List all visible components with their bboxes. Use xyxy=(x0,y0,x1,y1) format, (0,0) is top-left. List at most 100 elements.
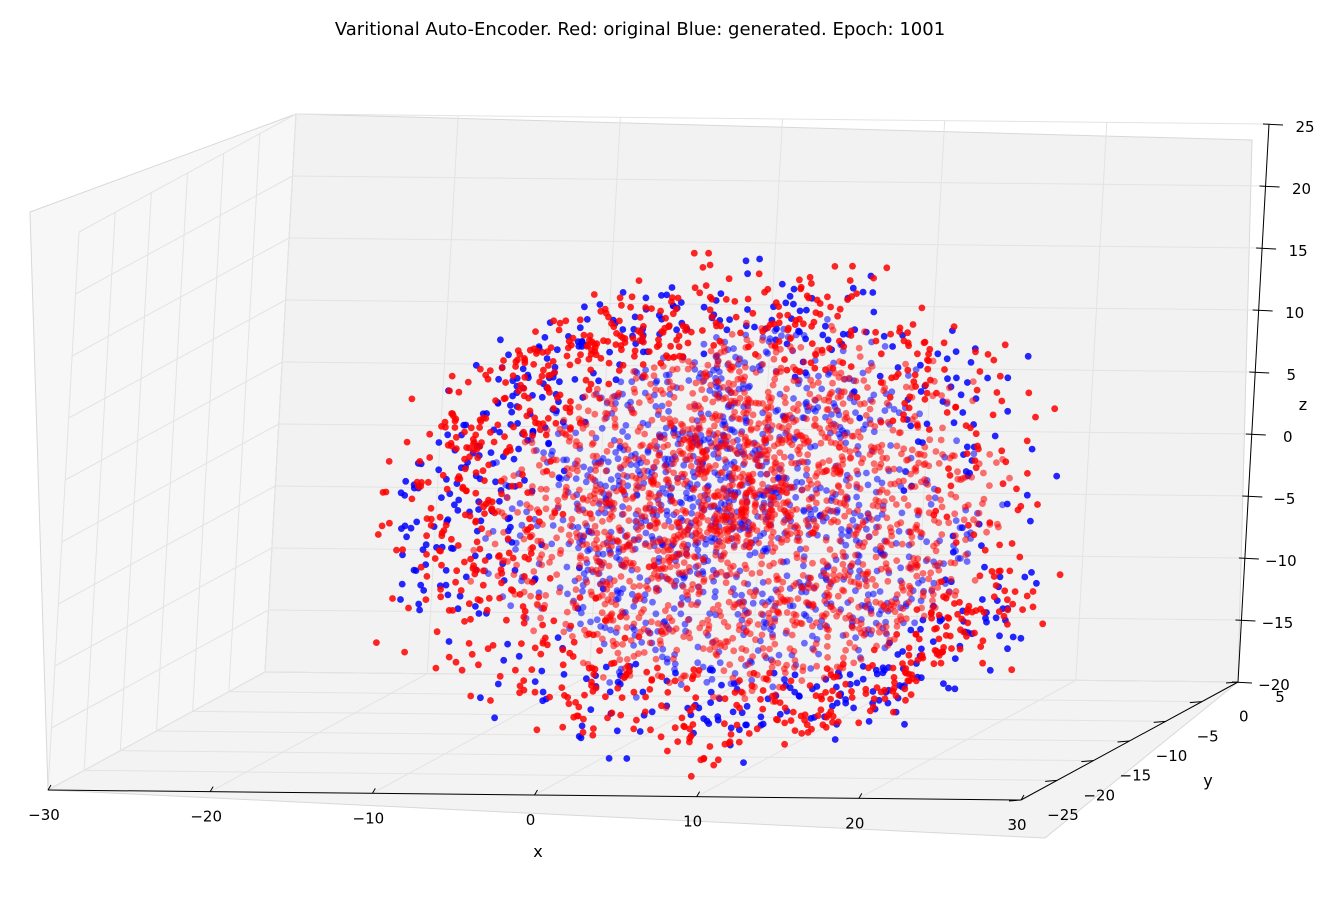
generated-point xyxy=(927,500,935,508)
original-point xyxy=(908,671,916,679)
original-point xyxy=(879,505,887,513)
original-point xyxy=(601,617,609,624)
original-point xyxy=(751,502,759,510)
original-point xyxy=(533,600,541,608)
original-point xyxy=(604,338,612,345)
original-point xyxy=(653,458,660,466)
original-point xyxy=(804,599,812,607)
generated-point xyxy=(587,706,595,713)
grid-line-y-floor xyxy=(120,750,1094,762)
original-point xyxy=(889,426,897,434)
y-tick-label: −5 xyxy=(1197,727,1219,745)
original-point xyxy=(405,604,412,612)
original-point xyxy=(884,642,892,649)
original-point xyxy=(739,602,746,610)
original-point xyxy=(817,692,825,700)
generated-point xyxy=(746,551,754,559)
original-point xyxy=(562,487,570,495)
original-point xyxy=(770,476,777,484)
original-point xyxy=(543,485,550,493)
original-point xyxy=(498,364,506,372)
original-point xyxy=(1032,413,1039,421)
original-point xyxy=(698,501,705,509)
original-point xyxy=(684,518,691,525)
original-point xyxy=(592,467,599,474)
original-point xyxy=(875,523,883,531)
original-point xyxy=(696,289,704,297)
original-point xyxy=(603,580,611,588)
original-point xyxy=(631,454,639,462)
original-point xyxy=(825,626,832,634)
original-point xyxy=(664,602,672,609)
original-point xyxy=(778,487,786,495)
original-point xyxy=(472,431,480,439)
generated-point xyxy=(619,428,626,435)
original-point xyxy=(461,511,469,519)
original-point xyxy=(562,620,570,628)
original-point xyxy=(1056,571,1064,579)
generated-point xyxy=(639,688,647,696)
generated-point xyxy=(952,547,959,555)
original-point xyxy=(952,493,960,501)
original-point xyxy=(822,610,830,618)
original-point xyxy=(642,505,650,513)
original-point xyxy=(634,566,641,573)
generated-point xyxy=(531,678,539,685)
original-point xyxy=(756,569,764,577)
original-point xyxy=(442,423,449,431)
original-point xyxy=(757,487,764,494)
generated-point xyxy=(999,501,1006,509)
original-point xyxy=(905,404,913,412)
original-point xyxy=(763,470,771,478)
original-point xyxy=(900,445,908,453)
original-point xyxy=(726,401,734,408)
original-point xyxy=(848,623,856,630)
original-point xyxy=(679,427,687,435)
original-point xyxy=(749,523,757,531)
original-point xyxy=(761,652,769,660)
original-point xyxy=(496,552,503,559)
y-tick-label: 0 xyxy=(1239,708,1249,726)
original-point xyxy=(423,551,430,558)
original-point xyxy=(970,531,978,539)
generated-point xyxy=(819,331,827,339)
original-point xyxy=(915,509,923,516)
original-point xyxy=(645,348,653,355)
generated-point xyxy=(870,428,878,436)
original-point xyxy=(830,571,837,579)
original-point xyxy=(699,534,706,542)
original-point xyxy=(520,686,528,694)
original-point xyxy=(776,699,784,706)
original-point xyxy=(586,336,593,344)
original-point xyxy=(870,695,878,703)
original-point xyxy=(855,524,863,531)
original-point xyxy=(445,607,453,614)
generated-point xyxy=(896,682,903,689)
original-point xyxy=(771,463,779,471)
original-point xyxy=(1034,501,1041,508)
y-tick-label: 5 xyxy=(1275,688,1285,706)
original-point xyxy=(810,585,818,592)
original-point xyxy=(576,561,584,569)
original-point xyxy=(887,524,894,532)
original-point xyxy=(726,738,734,746)
generated-point xyxy=(907,626,915,634)
original-point xyxy=(437,586,444,593)
original-point xyxy=(745,609,753,616)
original-point xyxy=(755,353,762,360)
original-point xyxy=(439,471,447,479)
original-point xyxy=(597,580,605,588)
original-point xyxy=(745,531,753,538)
original-point xyxy=(472,517,480,525)
original-point xyxy=(550,317,558,325)
original-point xyxy=(618,486,626,493)
original-point xyxy=(570,493,577,501)
original-point xyxy=(822,723,830,731)
original-point xyxy=(640,606,647,613)
original-point xyxy=(899,605,907,612)
original-point xyxy=(565,437,573,445)
original-point xyxy=(770,442,778,450)
original-point xyxy=(862,571,870,578)
original-point xyxy=(650,508,657,515)
original-point xyxy=(848,432,856,440)
